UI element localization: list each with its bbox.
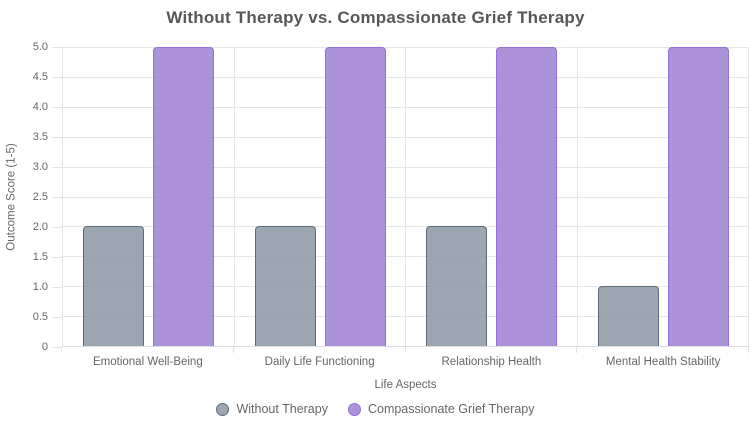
gridline-vertical [405, 47, 406, 346]
x-tick-mark [576, 347, 578, 353]
y-tick-mark [52, 316, 62, 318]
legend-marker-without-therapy [216, 402, 230, 416]
legend-marker-compassionate-grief-therapy [347, 402, 361, 416]
gridline-horizontal [63, 106, 749, 108]
x-tick-mark [748, 347, 749, 353]
y-tick-mark [52, 166, 62, 168]
y-tick-label: 4.5 [32, 71, 48, 83]
y-tick-label: 3.0 [32, 161, 48, 173]
y-tick-label: 1.5 [32, 251, 48, 263]
bar-without-therapy-relationship-health[interactable] [426, 226, 488, 346]
x-tick-mark [404, 347, 406, 353]
gridline-horizontal [63, 47, 749, 48]
x-axis-tick-marks [61, 347, 749, 353]
y-tick-label: 3.5 [32, 131, 48, 143]
chart-legend: Without Therapy Compassionate Grief Thera… [0, 402, 751, 416]
bar-compassionate-grief-therapy-mental-health-stability[interactable] [667, 47, 729, 346]
y-tick-label: 5.0 [32, 41, 48, 53]
gridline-horizontal [63, 256, 749, 258]
gridline-horizontal [63, 76, 749, 78]
y-axis-tick-marks [52, 46, 62, 348]
y-tick-label: 2.5 [32, 191, 48, 203]
gridline-horizontal [63, 136, 749, 138]
y-tick-label: 2.0 [32, 221, 48, 233]
bar-without-therapy-emotional-well-being[interactable] [83, 226, 145, 346]
legend-label: Compassionate Grief Therapy [367, 402, 535, 416]
x-category-label-mental-health-stability: Mental Health Stability [605, 356, 721, 368]
y-tick-mark [52, 106, 62, 108]
bar-compassionate-grief-therapy-emotional-well-being[interactable] [153, 47, 215, 346]
y-tick-label: 0.5 [32, 311, 48, 323]
legend-item-without-therapy[interactable]: Without Therapy [216, 402, 328, 416]
gridline-horizontal [63, 196, 749, 198]
y-tick-mark [52, 226, 62, 228]
y-tick-mark [52, 196, 62, 198]
y-tick-mark [52, 256, 62, 258]
x-category-label-emotional-well-being: Emotional Well-Being [93, 356, 203, 368]
bar-group-emotional-well-being [63, 47, 235, 346]
bar-group-mental-health-stability [578, 47, 750, 346]
bar-compassionate-grief-therapy-daily-life-functioning[interactable] [324, 47, 386, 346]
y-tick-mark [52, 46, 62, 48]
y-tick-label: 1.0 [32, 281, 48, 293]
bar-group-daily-life-functioning [235, 47, 407, 346]
y-tick-mark [52, 286, 62, 288]
gridline-vertical [233, 47, 235, 346]
y-tick-label: 4.0 [32, 101, 48, 113]
gridline-horizontal [63, 226, 749, 228]
gridline-vertical [748, 47, 749, 346]
y-tick-mark [52, 346, 62, 348]
legend-item-compassionate-grief-therapy[interactable]: Compassionate Grief Therapy [347, 402, 535, 416]
y-tick-label: 0 [41, 341, 48, 353]
chart-title: Without Therapy vs. Compassionate Grief … [166, 8, 585, 27]
bar-compassionate-grief-therapy-relationship-health[interactable] [496, 47, 558, 346]
plot-area [62, 47, 749, 347]
bar-without-therapy-mental-health-stability[interactable] [597, 286, 659, 346]
x-category-label-daily-life-functioning: Daily Life Functioning [264, 356, 375, 368]
bar-group-relationship-health [406, 47, 578, 346]
x-tick-mark [232, 347, 234, 353]
gridline-horizontal [63, 166, 749, 168]
gridline-horizontal [63, 316, 749, 318]
legend-label: Without Therapy [236, 402, 328, 416]
gridline-horizontal [63, 286, 749, 288]
x-axis-category-labels: Emotional Well-Being Daily Life Functioni… [62, 356, 749, 370]
y-axis-tick-labels: 5.0 4.5 4.0 3.5 3.0 2.5 2.0 1.5 1.0 0.5 0 [0, 41, 48, 353]
y-tick-mark [52, 76, 62, 78]
x-axis-title: Life Aspects [374, 379, 437, 391]
y-tick-mark [52, 136, 62, 138]
x-tick-mark [61, 347, 62, 353]
x-category-label-relationship-health: Relationship Health [441, 356, 542, 368]
gridline-vertical [576, 47, 578, 346]
bar-without-therapy-daily-life-functioning[interactable] [254, 226, 316, 346]
